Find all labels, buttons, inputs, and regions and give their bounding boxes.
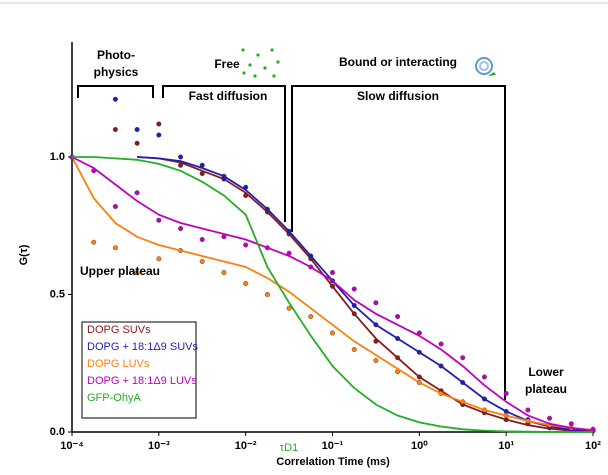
x-tick-label: 10⁻³ — [148, 440, 170, 452]
data-point — [156, 256, 162, 262]
annotation: Bound or interacting — [339, 55, 457, 69]
fit-line — [137, 156, 594, 433]
data-point — [178, 154, 184, 160]
fit-line — [72, 156, 593, 433]
free-icon — [241, 48, 280, 78]
data-point — [156, 121, 162, 127]
data-point — [330, 270, 336, 276]
annotation: Upper plateau — [80, 264, 160, 278]
annotation: Slow diffusion — [357, 89, 439, 103]
fit-line — [71, 156, 594, 431]
annotation: Free — [214, 57, 240, 71]
x-tick-label: 10⁻² — [235, 440, 257, 452]
y-tick-label: 0.5 — [50, 288, 65, 300]
x-tick-label: 10⁻¹ — [322, 440, 344, 452]
data-point — [134, 270, 140, 276]
data-point — [199, 259, 205, 265]
legend-entry: DOPG + 18:1Δ9 LUVs — [87, 375, 197, 387]
legend-entry: DOPG + 18:1Δ9 SUVs — [87, 341, 198, 353]
data-point — [568, 421, 574, 427]
data-point — [243, 242, 249, 248]
legend — [81, 321, 197, 419]
data-point — [112, 126, 118, 132]
data-point — [351, 347, 357, 353]
x-tick-label: 10² — [585, 440, 601, 452]
data-point — [178, 225, 184, 231]
data-point — [134, 140, 140, 146]
data-point — [156, 217, 162, 223]
data-point — [438, 341, 444, 347]
data-point — [112, 245, 118, 251]
data-point — [221, 270, 227, 276]
y-axis-label: G(τ) — [18, 244, 30, 265]
data-point — [134, 126, 140, 132]
fast-bracket — [162, 85, 286, 222]
data-point — [112, 96, 118, 102]
data-point — [373, 300, 379, 306]
data-point — [156, 132, 162, 138]
data-point — [243, 281, 249, 287]
annotation: physics — [94, 65, 139, 79]
slow-bracket — [291, 85, 506, 400]
data-point — [351, 286, 357, 292]
annotation: Photo- — [97, 48, 135, 62]
photophysics-bracket — [77, 85, 154, 98]
data-point — [264, 292, 270, 298]
x-axis-label: Correlation Time (ms) — [276, 456, 390, 468]
data-point — [112, 203, 118, 209]
data-point — [199, 236, 205, 242]
data-point — [395, 314, 401, 320]
data-point — [373, 358, 379, 364]
data-point — [503, 391, 509, 397]
annotation: Fast diffusion — [189, 89, 268, 103]
data-point — [330, 330, 336, 336]
data-point — [547, 415, 553, 421]
legend-entry: GFP-OhyA — [87, 392, 141, 404]
data-point — [91, 239, 97, 245]
data-point — [308, 314, 314, 320]
vesicle-icon — [475, 57, 496, 76]
data-point — [525, 407, 531, 413]
annotation: τD1 — [280, 442, 298, 454]
annotation: Lower — [528, 365, 564, 379]
legend-entry: DOPG SUVs — [87, 324, 151, 336]
data-point — [286, 305, 292, 311]
x-tick-label: 10¹ — [498, 440, 514, 452]
fit-line — [71, 156, 594, 432]
x-tick-label: 10⁻⁴ — [60, 440, 83, 452]
data-point — [481, 374, 487, 380]
legend-entry: DOPG LUVs — [87, 358, 150, 370]
fit-line — [137, 156, 594, 433]
y-tick-label: 1.0 — [50, 151, 65, 163]
x-tick-label: 10⁰ — [411, 440, 428, 452]
data-point — [134, 190, 140, 196]
annotation: plateau — [525, 382, 567, 396]
data-point — [460, 355, 466, 361]
y-tick-label: 0.0 — [50, 426, 65, 438]
